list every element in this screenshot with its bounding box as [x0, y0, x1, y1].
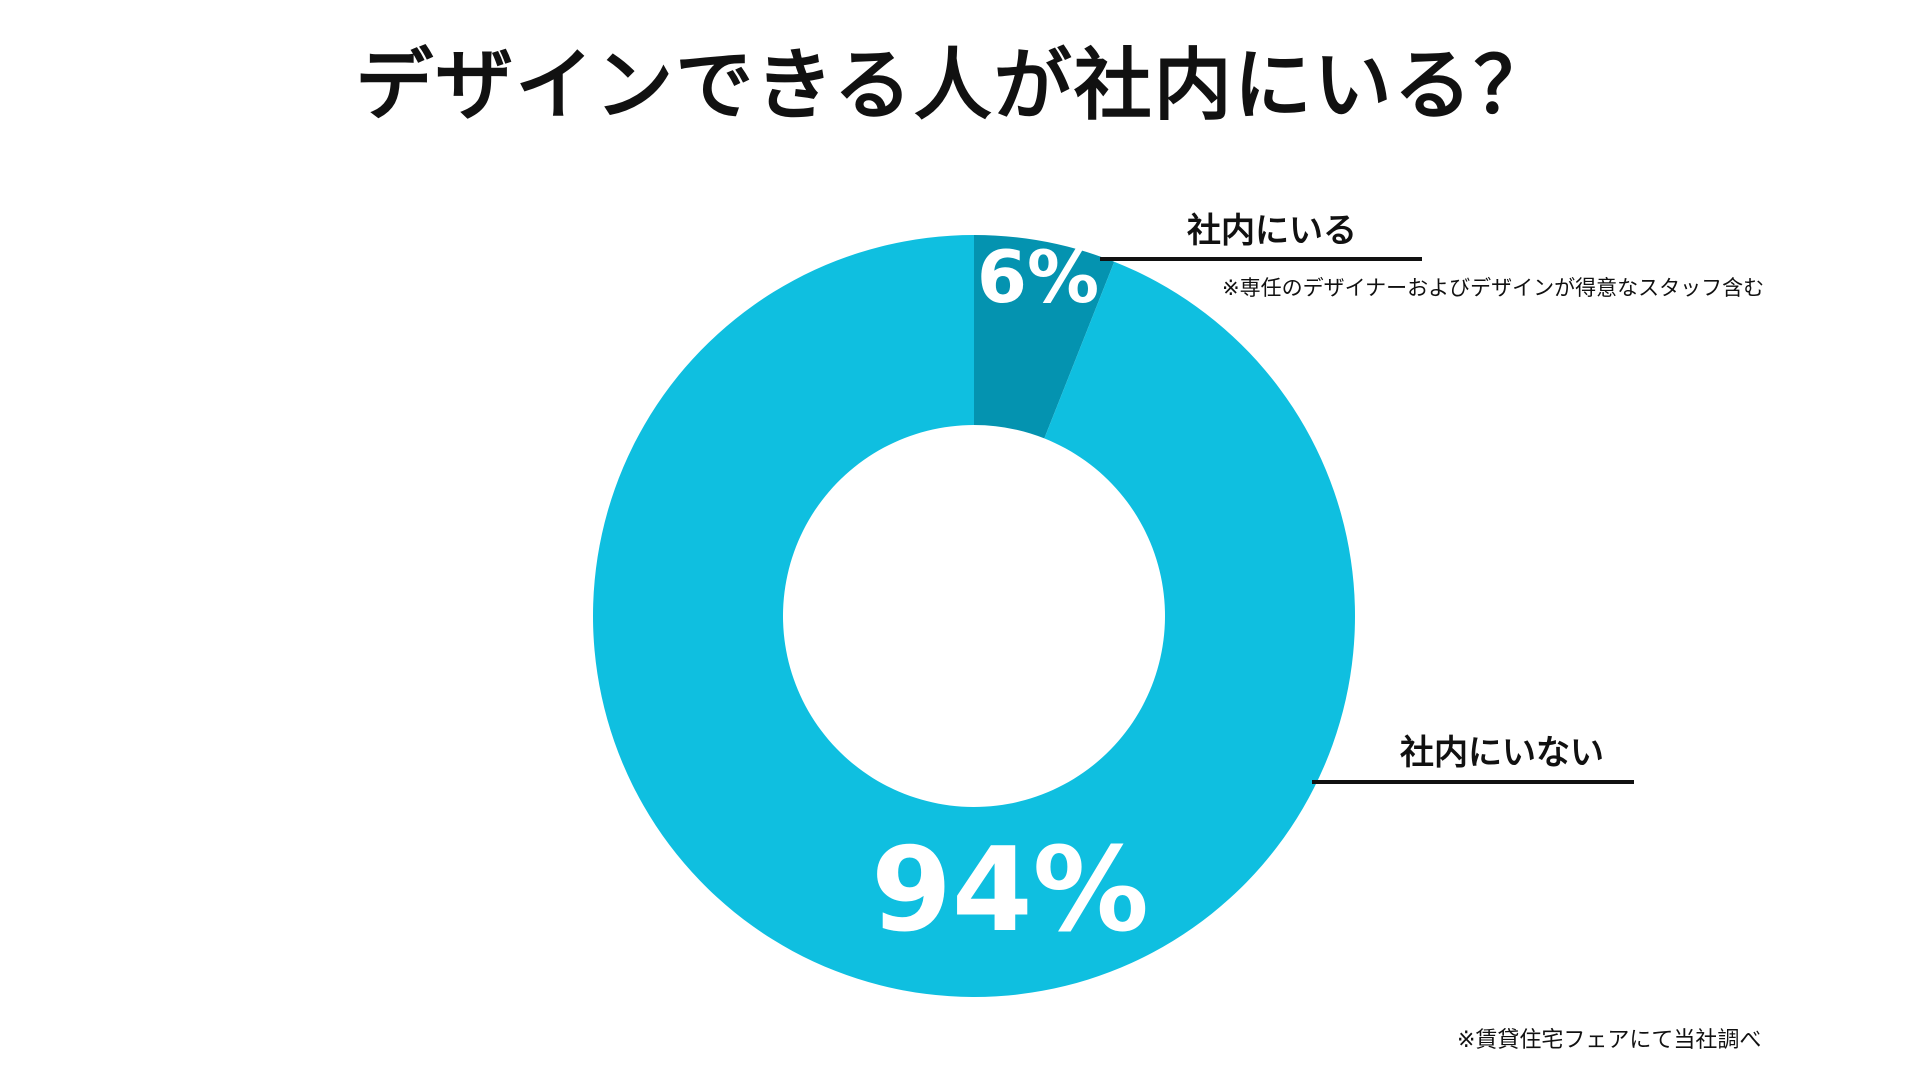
- donut-slice-1: [593, 235, 1356, 997]
- value-label-1: 94%: [871, 823, 1149, 958]
- leader-line-not-in-house: [1312, 780, 1634, 784]
- legend-label-in-house: 社内にいる: [1187, 211, 1357, 251]
- leader-line-in-house: [1100, 257, 1422, 261]
- chart-title: デザインできる人が社内にいる？: [355, 41, 1554, 131]
- source-note: ※賃貸住宅フェアにて当社調べ: [1457, 1028, 1762, 1053]
- legend-label-not-in-house: 社内にいない: [1400, 733, 1604, 773]
- value-label-0: 6%: [977, 235, 1099, 319]
- footnote-staff: ※専任のデザイナーおよびデザインが得意なスタッフ含む: [1222, 276, 1765, 300]
- donut-slice-0: [974, 235, 1115, 439]
